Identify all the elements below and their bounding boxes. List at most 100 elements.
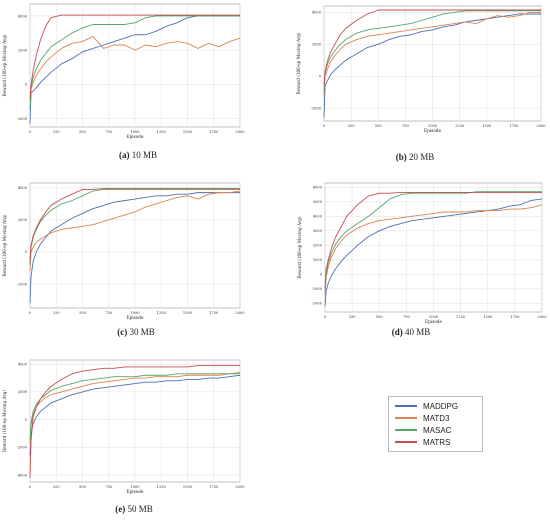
y-tick-label: -1000: [312, 287, 323, 291]
caption-d: (d) 40 MB: [391, 327, 431, 337]
x-tick-label: 1250: [157, 130, 167, 134]
x-tick-label: 1250: [157, 311, 167, 315]
x-tick-label: 750: [402, 124, 410, 128]
series-line-matd3: [323, 11, 541, 96]
x-axis-label: Episode: [127, 315, 144, 320]
series-line-masac: [29, 188, 240, 265]
legend-label: MATRS: [423, 437, 451, 447]
x-tick-label: 1750: [209, 485, 219, 489]
chart-panel: 0 250 500 750 1000 1250 1500 1750 2000 -2000 0 2000…: [2, 3, 245, 139]
legend-label: MASAC: [423, 425, 452, 435]
series-line-matrs: [29, 14, 240, 98]
y-tick-label: 2000: [312, 43, 322, 47]
series-line-matd3: [29, 372, 241, 445]
x-tick-label: 1000: [428, 124, 438, 128]
y-tick-label: -2000: [312, 302, 323, 306]
x-tick-label: 2000: [235, 311, 245, 315]
y-tick-label: 4000: [313, 215, 323, 219]
caption-c: (c) 30 MB: [117, 327, 155, 337]
x-tick-label: 0: [324, 315, 327, 319]
x-tick-label: 250: [348, 124, 356, 128]
y-tick-label: 2000: [313, 244, 323, 248]
chart-panel: 0 250 500 750 1000 1250 1500 1750 2000 -2000 -1000…: [297, 182, 547, 324]
x-tick-label: 500: [79, 485, 87, 489]
legend-swatch: [395, 429, 417, 431]
y-tick-label: -4000: [17, 473, 28, 477]
y-tick-label: 0: [320, 273, 323, 277]
series-line-maddpg: [29, 374, 241, 456]
y-axis-label: Reward (100-ep Moving Avg): [2, 390, 7, 452]
series-line-matd3: [29, 36, 241, 102]
y-tick-label: -2000: [17, 282, 28, 286]
caption-a: (a) 10 MB: [118, 150, 158, 160]
y-axis-label: Reward (100-ep Moving Avg): [296, 32, 301, 94]
x-tick-label: 1750: [209, 130, 219, 134]
x-tick-label: 750: [105, 311, 113, 315]
y-tick-label: 6000: [313, 186, 323, 190]
series-line-maddpg: [324, 198, 543, 307]
legend-swatch: [395, 417, 417, 419]
x-tick-label: 1750: [209, 311, 219, 315]
legend-item-matrs: MATRS: [395, 436, 476, 448]
y-axis-label: Reward (100-ep Moving Avg): [2, 34, 7, 96]
legend-item-matd3: MATD3: [395, 412, 476, 424]
series-line-masac: [29, 15, 240, 110]
legend-swatch: [395, 441, 417, 443]
x-tick-label: 750: [403, 315, 411, 319]
y-tick-label: 0: [25, 250, 28, 254]
legend-item-maddpg: MADDPG: [395, 400, 476, 412]
x-tick-label: 0: [29, 130, 32, 134]
chart-panel: 0 250 500 750 1000 1250 1500 1750 2000 -2000 0 2000…: [296, 5, 546, 133]
y-tick-label: 5000: [313, 200, 323, 204]
x-axis-label: Episode: [127, 489, 144, 494]
x-tick-label: 1000: [130, 130, 140, 134]
x-tick-label: 750: [105, 485, 113, 489]
x-tick-label: 500: [375, 124, 383, 128]
y-tick-label: 4000: [18, 362, 28, 366]
series-line-masac: [323, 10, 541, 93]
legend-label: MADDPG: [423, 401, 459, 411]
chart-panel: 0 250 500 750 1000 1250 1500 1750 2000 -4000 -2000…: [2, 359, 245, 494]
x-tick-label: 2000: [235, 485, 245, 489]
x-tick-label: 1000: [130, 485, 140, 489]
x-tick-label: 0: [323, 124, 326, 128]
x-tick-label: 250: [53, 485, 61, 489]
y-tick-label: 2000: [18, 48, 28, 52]
x-tick-label: 1000: [130, 311, 140, 315]
y-tick-label: -2000: [17, 117, 28, 121]
x-tick-label: 1250: [455, 124, 465, 128]
x-tick-label: 0: [29, 485, 32, 489]
legend-swatch: [395, 405, 417, 407]
series-line-matd3: [324, 204, 543, 295]
chart-panel: 0 250 500 750 1000 1250 1500 1750 2000 -2000 0 2000…: [2, 182, 245, 320]
x-tick-label: 1750: [510, 315, 520, 319]
x-tick-label: 1500: [183, 130, 193, 134]
x-tick-label: 250: [53, 130, 61, 134]
series-line-matrs: [29, 188, 240, 262]
series-line-maddpg: [323, 13, 541, 118]
x-axis-label: Episode: [424, 128, 441, 133]
series-line-maddpg: [29, 192, 240, 304]
x-tick-label: 250: [349, 315, 357, 319]
x-tick-label: 500: [79, 311, 87, 315]
y-axis-label: Reward (100-ep Moving Avg): [2, 214, 7, 276]
x-axis-label: Episode: [425, 319, 442, 324]
x-tick-label: 1500: [183, 311, 193, 315]
legend-label: MATD3: [423, 413, 450, 423]
x-tick-label: 1250: [157, 485, 167, 489]
y-tick-label: -2000: [311, 107, 322, 111]
y-tick-label: -2000: [17, 446, 28, 450]
y-tick-label: 4000: [18, 14, 28, 18]
legend: MADDPG MATD3 MASAC MATRS: [388, 396, 483, 452]
caption-b: (b) 20 MB: [395, 152, 435, 162]
x-tick-label: 500: [376, 315, 384, 319]
y-axis-label: Reward (100-ep Moving Avg): [297, 216, 302, 278]
y-tick-label: 3000: [313, 229, 323, 233]
y-tick-label: 1000: [313, 258, 323, 262]
y-tick-label: 2000: [18, 218, 28, 222]
y-tick-label: 0: [25, 83, 28, 87]
x-tick-label: 1250: [456, 315, 466, 319]
x-tick-label: 500: [79, 130, 87, 134]
x-tick-label: 250: [53, 311, 61, 315]
